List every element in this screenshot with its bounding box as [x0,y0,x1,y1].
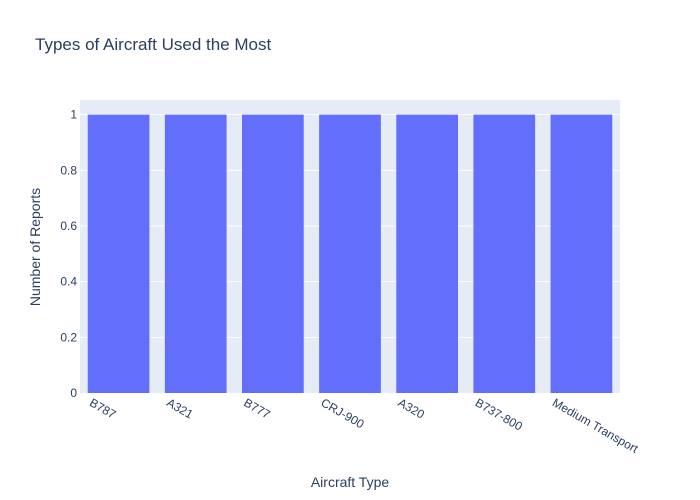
chart-title: Types of Aircraft Used the Most [35,35,271,54]
x-tick-label: CRJ-900 [319,395,367,431]
y-tick-label: 0.6 [60,219,77,233]
x-axis-ticks: B787 A321 B777 CRJ-900 A320 B737-800 Medium Tr… [87,395,641,456]
y-tick-label: 0.4 [60,275,77,289]
x-tick-label: B777 [241,395,273,421]
bars [87,114,613,393]
x-tick-label: Medium Transport [550,395,641,456]
bar[interactable] [87,114,150,393]
y-axis-title: Number of Reports [27,188,43,306]
bar[interactable] [164,114,227,393]
x-tick-label: B787 [87,395,119,421]
y-tick-label: 0.2 [60,330,77,344]
x-tick-label: A321 [164,395,196,421]
bar[interactable] [473,114,536,393]
y-tick-label: 1 [70,108,77,122]
bar[interactable] [396,114,458,393]
y-tick-label: 0 [70,386,77,400]
x-tick-label: A320 [396,395,428,421]
y-axis-ticks: 0 0.2 0.4 0.6 0.8 1 [60,108,77,400]
bar[interactable] [550,114,613,393]
bar[interactable] [242,114,304,393]
y-tick-label: 0.8 [60,163,77,177]
bar[interactable] [319,114,381,393]
x-axis-title: Aircraft Type [311,474,390,490]
x-tick-label: B737-800 [473,395,525,433]
